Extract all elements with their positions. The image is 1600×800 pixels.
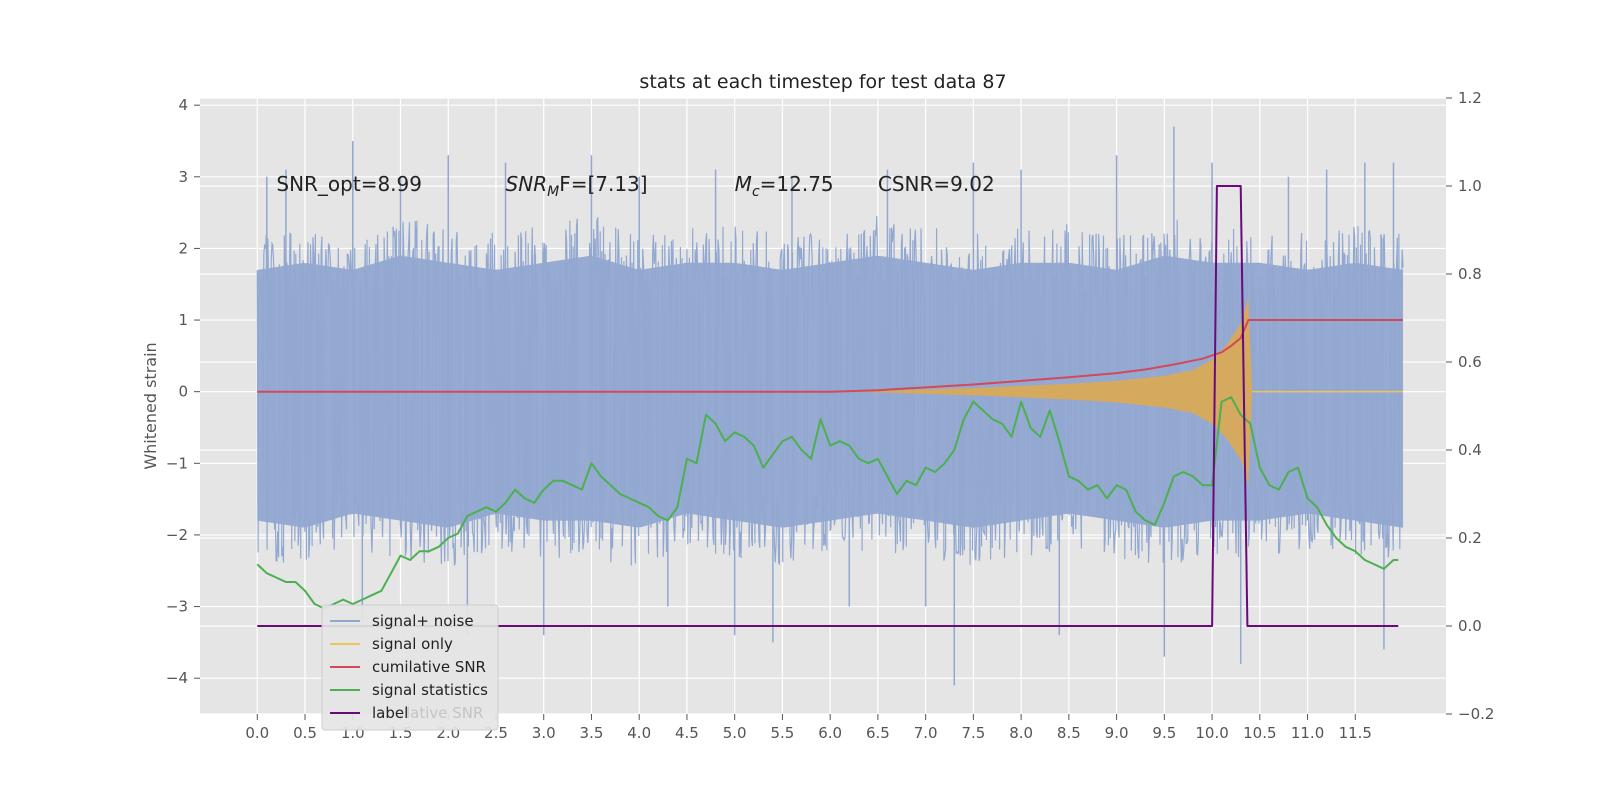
x-tick-label: 0.5 — [293, 724, 317, 742]
legend-label: signal only — [372, 635, 453, 653]
x-tick-label: 6.5 — [866, 724, 890, 742]
x-tick-label: 8.5 — [1057, 724, 1081, 742]
x-tick-label: 0.0 — [245, 724, 269, 742]
series-signal-only — [830, 298, 1404, 485]
y-tick-label: 4 — [178, 96, 188, 114]
y-tick-label: −2 — [166, 526, 188, 544]
x-tick-label: 10.5 — [1243, 724, 1276, 742]
y-axis-label: Whitened strain — [141, 342, 160, 469]
y2-tick-label: 0.2 — [1458, 529, 1482, 547]
y2-tick-label: 0.0 — [1458, 617, 1482, 635]
y-tick-label: −3 — [166, 598, 188, 616]
y-tick-label: 0 — [178, 383, 188, 401]
x-tick-label: 5.5 — [770, 724, 794, 742]
x-tick-label: 7.5 — [961, 724, 985, 742]
y-tick-label: −4 — [166, 669, 188, 687]
legend-label: signal statistics — [372, 681, 488, 699]
annotation-text: SNRMF=[7.13] — [506, 172, 648, 200]
y-tick-label: 2 — [178, 239, 188, 257]
annotations: SNR_opt=8.99 SNRMF=[7.13] Mc=12.75 CSNR=9.0… — [276, 172, 994, 200]
series-label — [257, 185, 1399, 627]
x-tick-label: 10.0 — [1195, 724, 1228, 742]
y-tick-label: −1 — [166, 454, 188, 472]
x-tick-label: 11.0 — [1291, 724, 1324, 742]
x-tick-label: 3.0 — [532, 724, 556, 742]
y2-tick-label: 0.4 — [1458, 441, 1482, 459]
cumilative-snr-line — [257, 319, 1403, 393]
y2-tick-label: 0.6 — [1458, 353, 1482, 371]
y2-tick-label: 1.0 — [1458, 177, 1482, 195]
noise-trace — [256, 215, 1404, 566]
axes: 0.0 0.5 1.0 1.5 2.0 2.5 3.0 3.5 4.0 4.5 5.0 5.5 6.0 6… — [166, 89, 1495, 742]
x-tick-label: 5.0 — [723, 724, 747, 742]
legend-label: label — [372, 704, 408, 722]
y2-tick-label: −0.2 — [1458, 705, 1494, 723]
x-tick-label: 11.5 — [1339, 724, 1372, 742]
legend-box — [321, 604, 499, 731]
legend-label: signal+ noise — [372, 612, 474, 630]
x-tick-label: 6.0 — [818, 724, 842, 742]
legend-overlap-text: lative SNR — [406, 704, 483, 722]
label-line — [257, 185, 1399, 627]
legend: lative SNR signal+ noise signal only cumila… — [321, 604, 499, 731]
annotation-text: SNR_opt=8.99 — [276, 172, 422, 196]
x-tick-label: 9.0 — [1105, 724, 1129, 742]
annotation-text: CSNR=9.02 — [878, 172, 995, 196]
series-cumilative-snr — [257, 319, 1403, 393]
signal-statistics-line — [256, 396, 1399, 610]
x-tick-label: 7.0 — [914, 724, 938, 742]
x-tick-label: 3.5 — [580, 724, 604, 742]
y-tick-label: 1 — [178, 311, 188, 329]
signal-envelope — [830, 298, 1253, 485]
series-signal-statistics — [256, 396, 1399, 610]
legend-label: cumilative SNR — [372, 658, 486, 676]
chart-title: stats at each timestep for test data 87 — [639, 71, 1006, 93]
y2-tick-label: 1.2 — [1458, 89, 1482, 107]
x-tick-label: 4.5 — [675, 724, 699, 742]
annotation-text: Mc=12.75 — [735, 172, 834, 200]
y-tick-label: 3 — [178, 168, 188, 186]
x-tick-label: 9.5 — [1152, 724, 1176, 742]
x-tick-label: 8.0 — [1009, 724, 1033, 742]
x-tick-label: 4.0 — [627, 724, 651, 742]
y2-tick-label: 0.8 — [1458, 265, 1482, 283]
